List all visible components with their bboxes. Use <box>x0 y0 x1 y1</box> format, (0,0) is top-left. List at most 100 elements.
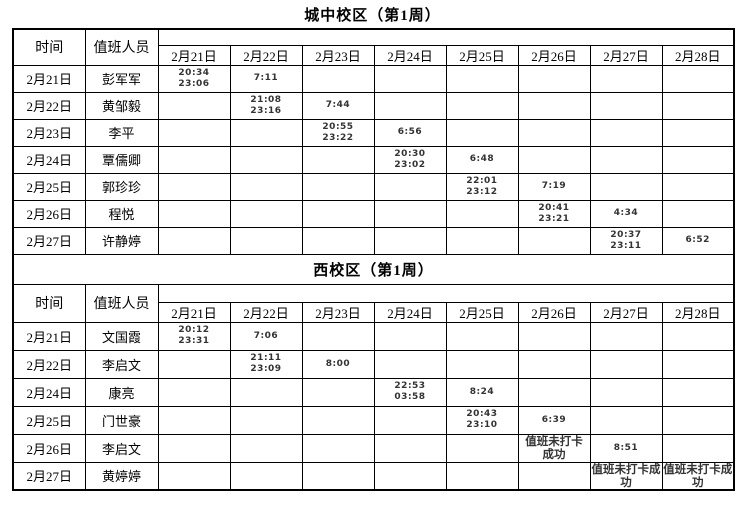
checkin-cell <box>373 172 447 201</box>
checkin-cell <box>589 377 663 407</box>
warning-cell: 值班未打卡成功 <box>589 461 663 491</box>
campus1-staff-header: 值班人员 <box>84 28 159 66</box>
date-cell: 2月21日 <box>12 321 86 351</box>
checkin-cell <box>301 321 375 351</box>
checkin-cell <box>445 349 519 379</box>
table-row: 2月27日 许静婷 20:37 23:11 6:52 <box>12 226 735 255</box>
table-row: 2月21日 文国霞 20:12 23:31 7:06 <box>12 321 735 351</box>
checkin-cell <box>229 405 303 435</box>
checkin-cell <box>517 226 591 255</box>
date-cell: 2月27日 <box>12 226 86 255</box>
date-header: 2月27日 <box>589 301 663 323</box>
warning-cell: 值班未打卡成功 <box>517 433 591 463</box>
checkin-cell <box>373 405 447 435</box>
name-cell: 黄婷婷 <box>84 461 159 491</box>
name-cell: 李平 <box>84 118 159 147</box>
table-row: 2月26日 李启文 值班未打卡成功 8:51 <box>12 433 735 463</box>
date-cell: 2月24日 <box>12 377 86 407</box>
table-row: 2月24日 康亮 22:53 03:58 8:24 <box>12 377 735 407</box>
campus1-title: 城中校区（第1周） <box>304 8 441 24</box>
checkin-cell: 20:12 23:31 <box>157 321 231 351</box>
checkin-cell <box>301 405 375 435</box>
checkin-cell: 22:01 23:12 <box>445 172 519 201</box>
date-header: 2月24日 <box>373 44 447 66</box>
checkin-cell <box>229 172 303 201</box>
checkin-cell: 8:51 <box>589 433 663 463</box>
date-header: 2月21日 <box>157 44 231 66</box>
date-header: 2月23日 <box>301 301 375 323</box>
checkin-cell <box>661 377 735 407</box>
checkin-cell <box>445 321 519 351</box>
date-cell: 2月25日 <box>12 172 86 201</box>
name-cell: 彭军军 <box>84 64 159 93</box>
checkin-cell <box>229 145 303 174</box>
checkin-cell <box>373 226 447 255</box>
checkin-cell <box>661 91 735 120</box>
checkin-cell: 21:11 23:09 <box>229 349 303 379</box>
date-header: 2月24日 <box>373 301 447 323</box>
checkin-cell <box>445 91 519 120</box>
checkin-cell <box>373 461 447 491</box>
date-header: 2月27日 <box>589 44 663 66</box>
warning-cell: 值班未打卡成功 <box>661 461 735 491</box>
checkin-cell <box>661 433 735 463</box>
date-header: 2月26日 <box>517 301 591 323</box>
checkin-cell <box>661 321 735 351</box>
campus2-staff-header: 值班人员 <box>84 283 159 323</box>
checkin-cell <box>589 172 663 201</box>
table-row: 2月25日 郭珍珍 22:01 23:12 7:19 <box>12 172 735 201</box>
checkin-cell <box>157 199 231 228</box>
checkin-cell <box>445 199 519 228</box>
table-row: 2月27日 黄婷婷 值班未打卡成功 值班未打卡成功 <box>12 461 735 491</box>
campus1-dates-row: 2月21日 2月22日 2月23日 2月24日 2月25日 2月26日 2月27… <box>13 44 735 66</box>
checkin-cell <box>517 461 591 491</box>
name-cell: 覃儒卿 <box>84 145 159 174</box>
checkin-cell: 20:55 23:22 <box>301 118 375 147</box>
checkin-cell: 20:34 23:06 <box>157 64 231 93</box>
checkin-cell <box>445 433 519 463</box>
name-cell: 门世豪 <box>84 405 159 435</box>
checkin-cell <box>301 172 375 201</box>
campus2-header-spacer <box>157 283 735 303</box>
checkin-cell <box>445 64 519 93</box>
table-row: 2月22日 李启文 21:11 23:09 8:00 <box>12 349 735 379</box>
name-cell: 文国霞 <box>84 321 159 351</box>
date-cell: 2月27日 <box>12 461 86 491</box>
checkin-cell <box>157 349 231 379</box>
checkin-cell <box>517 321 591 351</box>
checkin-cell: 7:44 <box>301 91 375 120</box>
name-cell: 黄邹毅 <box>84 91 159 120</box>
date-header: 2月22日 <box>229 301 303 323</box>
campus1-header-row: 时间 值班人员 <box>12 28 735 66</box>
checkin-cell <box>445 118 519 147</box>
checkin-cell <box>589 91 663 120</box>
checkin-cell <box>517 145 591 174</box>
checkin-cell <box>517 118 591 147</box>
checkin-cell <box>661 199 735 228</box>
duty-schedule-table: 时间 值班人员 2月21日 2月22日 2月23日 2月24日 2月25日 2月… <box>12 28 735 491</box>
checkin-cell <box>589 349 663 379</box>
table-row: 2月22日 黄邹毅 21:08 23:16 7:44 <box>12 91 735 120</box>
date-header: 2月25日 <box>445 301 519 323</box>
checkin-cell <box>229 377 303 407</box>
checkin-cell <box>301 461 375 491</box>
checkin-cell: 20:41 23:21 <box>517 199 591 228</box>
date-header: 2月22日 <box>229 44 303 66</box>
checkin-cell <box>229 118 303 147</box>
checkin-cell: 20:37 23:11 <box>589 226 663 255</box>
date-header: 2月21日 <box>157 301 231 323</box>
checkin-cell <box>661 405 735 435</box>
checkin-cell: 8:00 <box>301 349 375 379</box>
checkin-cell: 6:39 <box>517 405 591 435</box>
campus2-time-header: 时间 <box>12 283 86 323</box>
date-cell: 2月24日 <box>12 145 86 174</box>
date-cell: 2月25日 <box>12 405 86 435</box>
checkin-cell <box>301 145 375 174</box>
checkin-cell <box>229 461 303 491</box>
checkin-cell <box>589 64 663 93</box>
name-cell: 许静婷 <box>84 226 159 255</box>
name-cell: 程悦 <box>84 199 159 228</box>
checkin-cell <box>157 118 231 147</box>
checkin-cell <box>589 405 663 435</box>
checkin-cell <box>301 64 375 93</box>
